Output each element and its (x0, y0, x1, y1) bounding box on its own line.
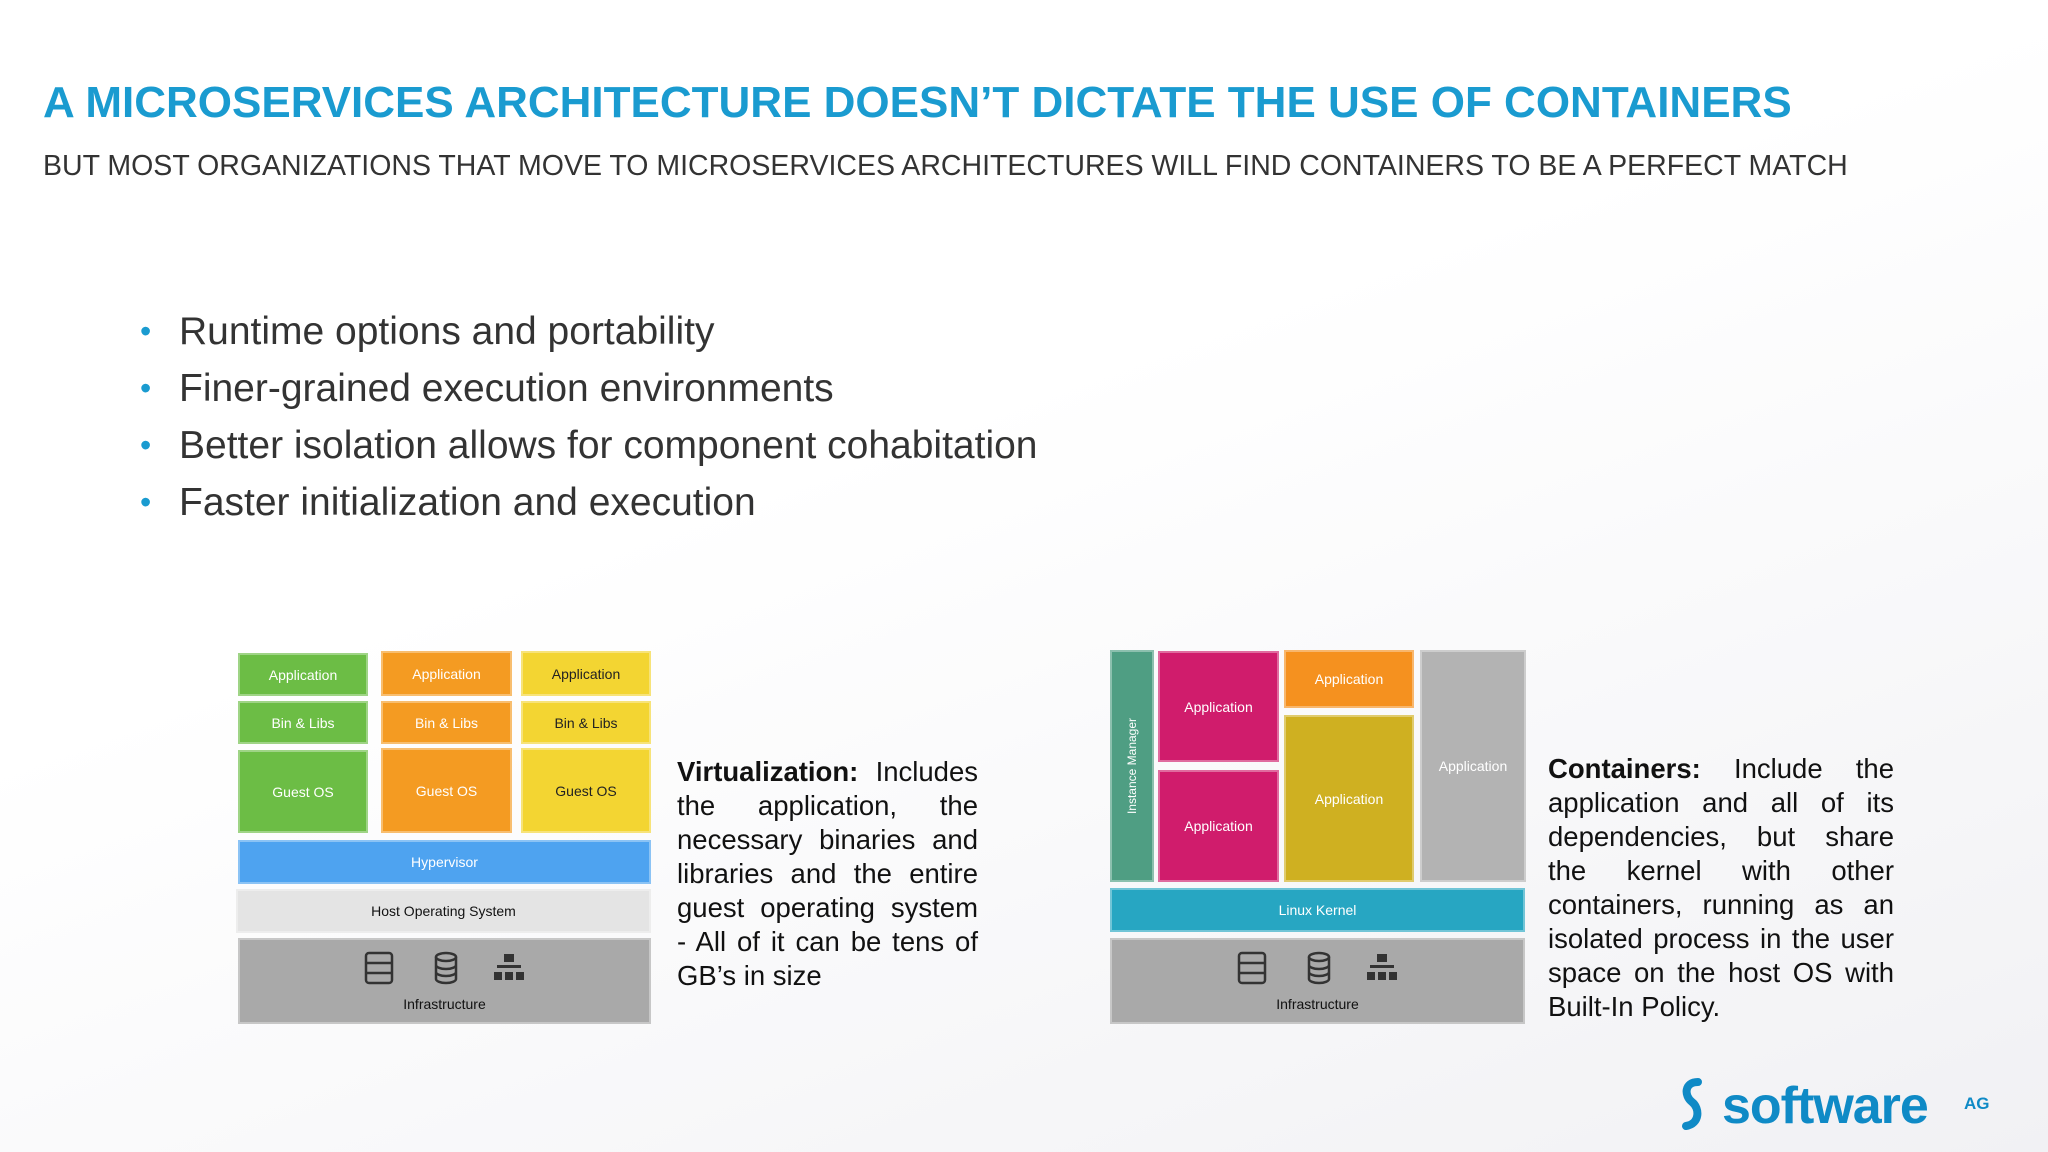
virtualization-caption: Virtualization: Includes the application… (677, 755, 978, 993)
block: Guest OS (521, 748, 651, 833)
block: Guest OS (238, 750, 368, 833)
block: Application (1420, 650, 1526, 882)
block: Host Operating System (236, 889, 651, 933)
block: Guest OS (381, 748, 512, 833)
block: Bin & Libs (521, 701, 651, 744)
caption-body: Includes the application, the necessary … (677, 756, 978, 991)
subtitle: BUT MOST ORGANIZATIONS THAT MOVE TO MICR… (43, 150, 1848, 182)
logo-suffix: AG (1964, 1094, 1990, 1113)
bullet-dot: • (140, 370, 152, 406)
bullet-dot: • (140, 427, 152, 463)
caption-lead: Virtualization: (677, 756, 859, 787)
block: Hypervisor (238, 840, 651, 884)
block-label: Instance Manager (1125, 717, 1139, 815)
caption-lead: Containers: (1548, 753, 1701, 784)
block: Application (238, 653, 368, 696)
bullet: Better isolation allows for component co… (179, 424, 1038, 467)
bullet: Finer-grained execution environments (179, 367, 834, 410)
block: Bin & Libs (238, 701, 368, 744)
infra-icons (364, 951, 524, 985)
bullet-dot: • (140, 313, 152, 349)
caption-body: Include the application and all of its d… (1548, 753, 1895, 1022)
bullet-dot: • (140, 484, 152, 520)
logo-mark (1682, 1078, 1702, 1130)
block: Bin & Libs (381, 701, 512, 744)
containers-caption: Containers: Include the application and … (1548, 752, 1894, 1024)
title: A MICROSERVICES ARCHITECTURE DOESN’T DIC… (43, 78, 1792, 127)
block: Linux Kernel (1110, 888, 1525, 932)
block: Instance Manager (1110, 650, 1154, 882)
bullet: Runtime options and portability (179, 310, 715, 353)
block: Application (381, 651, 512, 696)
block: Application (521, 651, 651, 696)
block: Application (1284, 650, 1414, 708)
bullet: Faster initialization and execution (179, 481, 756, 524)
infra-icons (1237, 951, 1397, 985)
block: Application (1284, 715, 1414, 882)
block: Application (1158, 770, 1279, 882)
block: Application (1158, 651, 1279, 762)
logo-name: software (1722, 1077, 1929, 1135)
